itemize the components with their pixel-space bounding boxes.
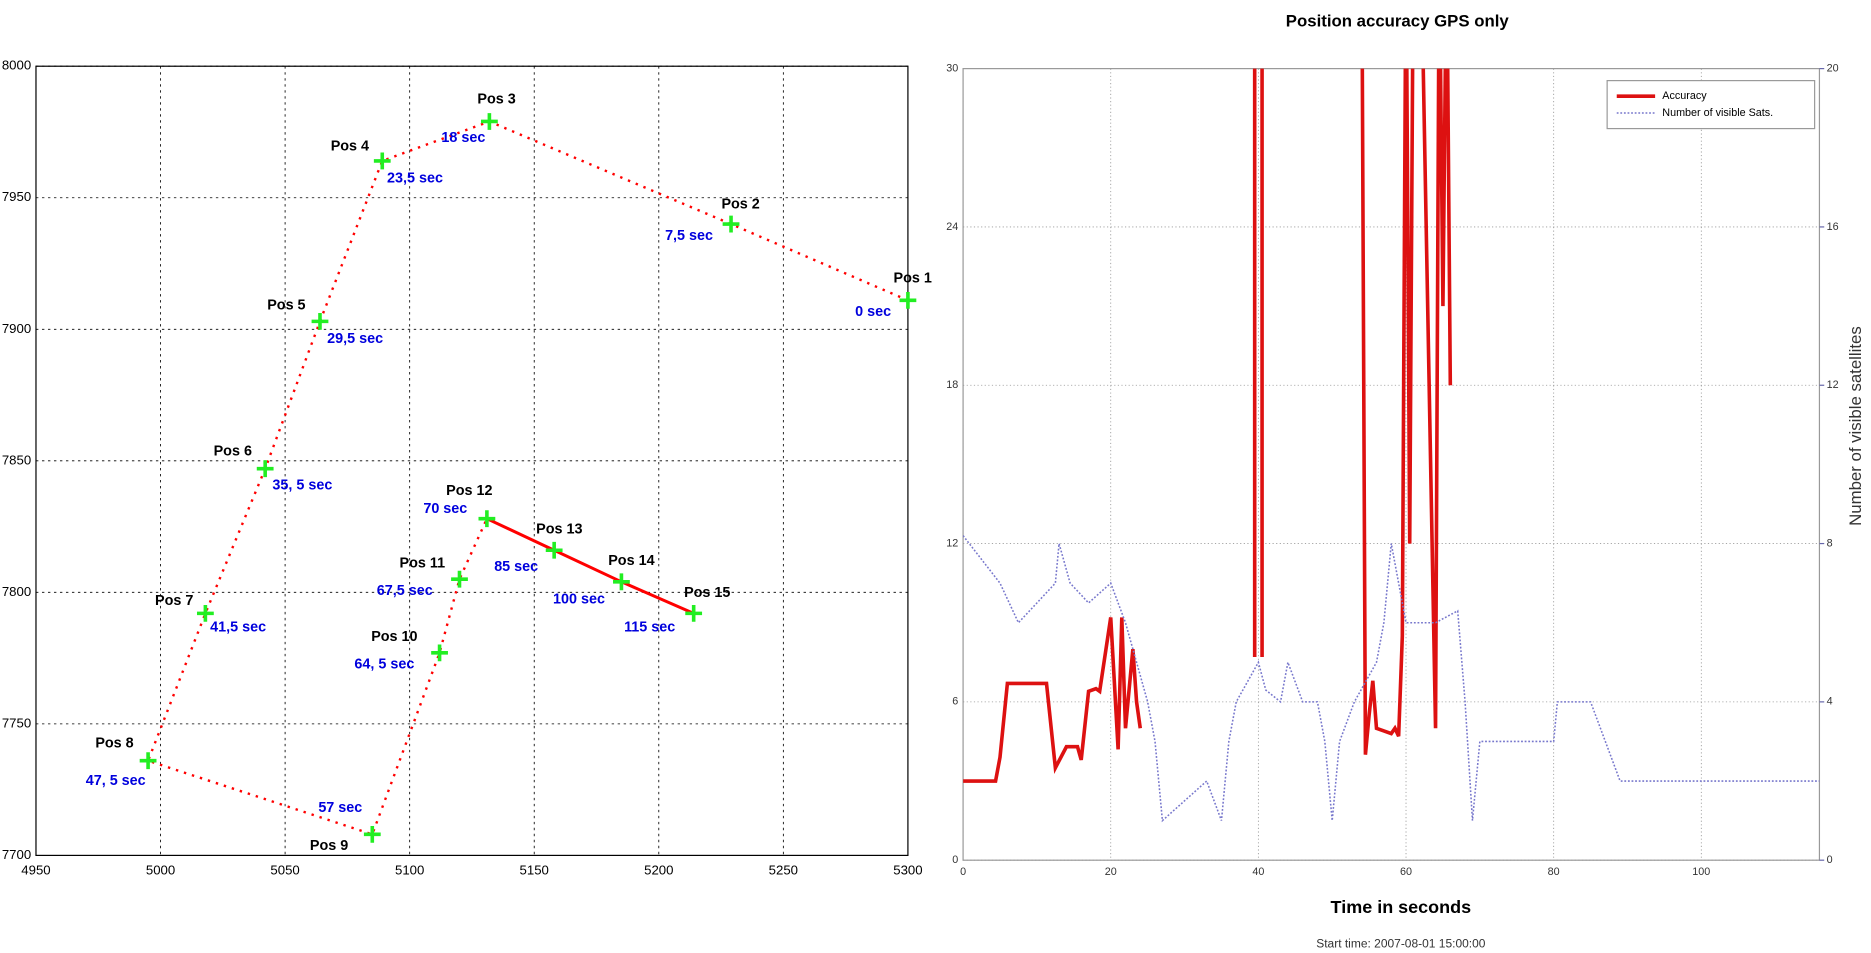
time-label: 0 sec [855,304,891,320]
x-tick-label: 5300 [893,862,922,877]
x-tick-label: 5250 [769,862,798,877]
right-plot-frame [962,68,1821,861]
position-marker [431,644,448,662]
position-label: Pos 6 [214,444,252,460]
position-label: Pos 2 [721,197,759,213]
position-marker [311,312,329,330]
x-axis-label: Time in seconds [1331,897,1472,917]
y2-tick-label: 0 [1827,854,1833,866]
y2-tick-label: 4 [1827,696,1833,708]
left-plot-frame [35,65,909,856]
accuracy-line [1252,68,1264,658]
y-tick-label: 12 [946,537,958,549]
time-label: 7,5 sec [665,228,713,244]
position-marker [363,825,381,843]
position-marker [685,604,703,622]
position-label: Pos 10 [371,629,417,645]
y2-tick-label: 16 [1827,221,1839,233]
y-tick-label: 30 [946,62,958,74]
time-label: 23,5 sec [387,171,443,187]
time-label: 64, 5 sec [354,657,414,673]
y-tick-label: 7750 [2,715,31,730]
time-label: 57 sec [318,800,362,816]
position-marker [899,291,917,309]
y-tick-label: 6 [952,696,958,708]
x-tick-label: 20 [1105,866,1117,878]
position-marker [256,460,274,478]
position-label: Pos 1 [894,271,932,287]
position-label: Pos 14 [608,553,654,569]
x-tick-label: 80 [1548,866,1560,878]
position-marker [451,570,468,588]
time-label: 29,5 sec [327,331,383,347]
position-marker [373,152,391,170]
note: Start time: 2007-08-01 15:00:00 [1316,936,1486,948]
position-label: Pos 3 [477,92,515,108]
x-tick-label: 60 [1400,866,1412,878]
y-tick-label: 7700 [2,847,31,862]
x-tick-label: 5100 [395,862,424,877]
y2-tick-label: 20 [1827,62,1839,74]
time-label: 100 sec [553,592,605,608]
time-label: 115 sec [624,620,675,636]
x-tick-label: 5150 [520,862,549,877]
y2-tick-label: 8 [1827,537,1833,549]
position-label: Pos 8 [95,736,133,752]
y-tick-label: 0 [952,854,958,866]
position-marker [478,510,496,528]
position-marker [613,573,630,591]
position-label: Pos 5 [267,298,305,314]
route-dotted [146,120,909,836]
time-label: 70 sec [423,501,467,517]
time-label: 35, 5 sec [272,477,332,493]
time-label: 18 sec [441,130,485,146]
position-marker [545,541,563,559]
position-marker [722,215,740,233]
position-marker [480,113,498,130]
y-tick-label: 8000 [2,58,31,73]
y-tick-label: 7950 [2,189,31,204]
position-label: Pos 13 [536,522,582,538]
chart-title: Position accuracy GPS only [1286,11,1510,30]
x-tick-label: 0 [960,866,966,878]
x-tick-label: 5050 [270,862,299,877]
position-label: Pos 4 [331,138,369,154]
legend-label: Number of visible Sats. [1662,107,1773,119]
y-tick-label: 7800 [2,584,31,599]
x-tick-label: 40 [1252,866,1264,878]
position-label: Pos 7 [155,593,193,609]
accuracy-line [963,617,1143,783]
position-marker [139,752,157,770]
position-label: Pos 12 [446,483,492,499]
route-solid [486,517,695,615]
position-label: Pos 11 [400,555,446,571]
y-tick-label: 24 [946,221,958,233]
accuracy-line [1360,68,1453,755]
x-tick-label: 5200 [644,862,673,877]
time-label: 47, 5 sec [86,773,146,789]
time-label: 41,5 sec [210,620,266,636]
x-tick-label: 4950 [21,862,50,877]
legend-label: Accuracy [1662,90,1707,102]
x-tick-label: 100 [1692,866,1710,878]
x-tick-label: 5000 [146,862,175,877]
y2-tick-label: 12 [1827,379,1839,391]
sats-line [963,535,1820,823]
y-tick-label: 7850 [2,452,31,467]
time-label: 67,5 sec [377,583,433,599]
position-label: Pos 15 [684,585,730,601]
y-tick-label: 7900 [2,321,31,336]
legend-box [1606,80,1816,130]
y-tick-label: 18 [946,379,958,391]
time-label: 85 sec [494,559,538,575]
y2-axis-label: Number of visible satellites [1846,326,1865,526]
position-marker [196,604,214,622]
position-label: Pos 9 [310,838,348,854]
